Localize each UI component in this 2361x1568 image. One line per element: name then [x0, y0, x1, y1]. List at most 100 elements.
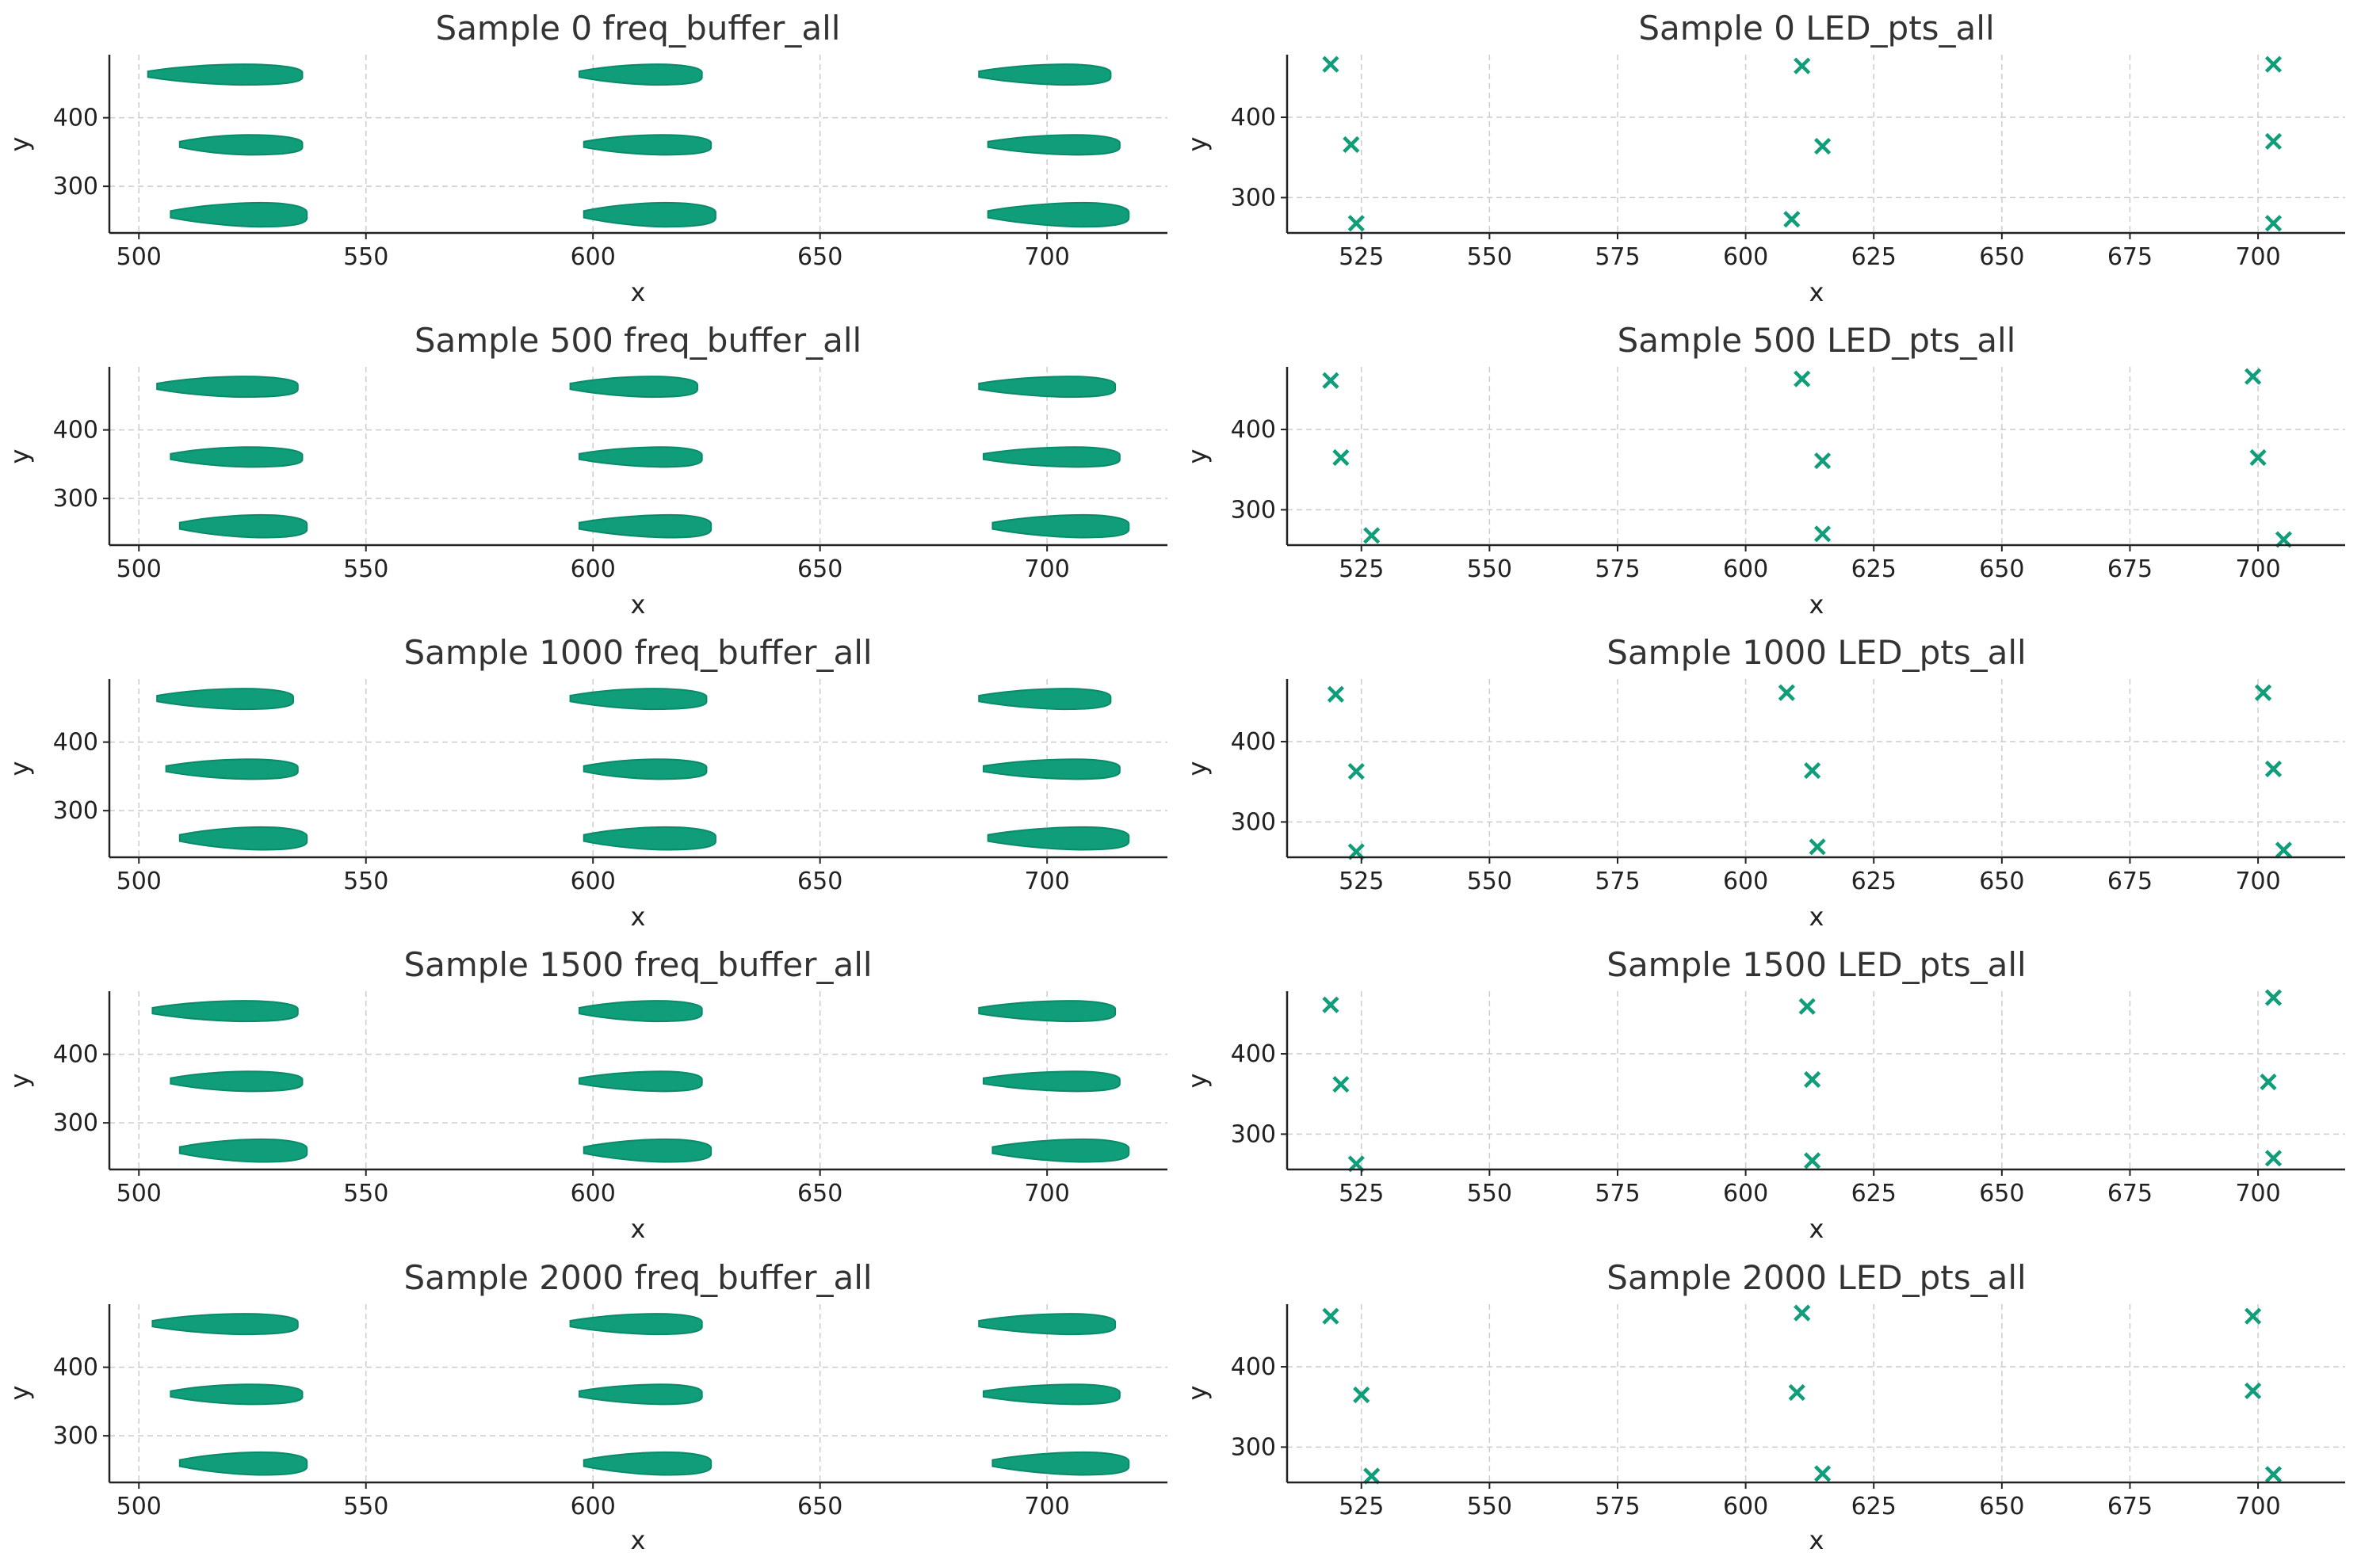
led-point-marker	[1778, 684, 1795, 701]
led-point-marker	[1322, 55, 1339, 73]
x-tick-label: 650	[1979, 243, 2024, 271]
subplot-sample-1500-freq-buffer: 500 550 600 650 700 300 400 Sample 1500 freq_b…	[5, 945, 1167, 1244]
led-point-marker	[2264, 1150, 2283, 1167]
y-axis-label: y	[5, 761, 35, 776]
led-point-marker	[1813, 137, 1832, 155]
point-cluster	[583, 1451, 713, 1476]
x-tick-label: 650	[1979, 868, 2024, 895]
point-cluster	[178, 134, 304, 156]
y-axis-label: y	[5, 1386, 35, 1401]
y-axis-label: y	[1182, 1386, 1213, 1401]
led-point-marker	[1798, 998, 1816, 1015]
y-axis-label: y	[1182, 1074, 1213, 1089]
subplot-sample-500-freq-buffer: 500 550 600 650 700 300 400 Sample 500 freq_bu…	[5, 321, 1167, 620]
x-tick-label: 650	[797, 868, 842, 895]
point-cluster	[170, 446, 304, 468]
x-tick-label: 550	[343, 1180, 388, 1207]
x-tick-label: 600	[571, 868, 616, 895]
point-cluster	[978, 376, 1117, 399]
led-point-marker	[2249, 448, 2267, 467]
plot-marks: 500 550 600 650 700 300 400	[53, 991, 1167, 1207]
y-tick-label: 300	[53, 173, 98, 200]
chart-title: Sample 500 LED_pts_all	[1618, 321, 2016, 360]
x-axis-label: x	[1809, 1525, 1824, 1555]
x-tick-label: 500	[117, 868, 162, 895]
chart-title: Sample 1500 LED_pts_all	[1606, 945, 2026, 984]
point-cluster	[978, 1313, 1117, 1336]
x-tick-label: 700	[2235, 868, 2280, 895]
led-point-marker	[1813, 1465, 1832, 1482]
led-point-marker	[2275, 841, 2293, 859]
point-cluster	[991, 1138, 1130, 1163]
chart-title: Sample 1500 freq_buffer_all	[403, 945, 872, 984]
y-tick-label: 300	[1231, 1433, 1276, 1461]
point-cluster	[579, 446, 703, 468]
led-point-marker	[2244, 368, 2262, 385]
point-cluster	[569, 1313, 703, 1336]
led-point-marker	[1813, 525, 1832, 543]
x-tick-label: 575	[1595, 1180, 1640, 1207]
y-axis-label: y	[1182, 761, 1213, 776]
plot-marks: 525 550 575 600 625 650 675 700 300 400	[1231, 367, 2345, 583]
x-tick-label: 550	[1467, 868, 1512, 895]
x-tick-label: 650	[797, 1493, 842, 1520]
point-cluster	[583, 134, 713, 156]
led-point-marker	[2264, 215, 2283, 232]
x-tick-label: 625	[1851, 868, 1897, 895]
x-tick-label: 575	[1595, 243, 1640, 271]
x-tick-label: 575	[1595, 868, 1640, 895]
chart-title: Sample 2000 freq_buffer_all	[403, 1258, 872, 1297]
led-point-marker	[2264, 760, 2283, 778]
x-tick-label: 700	[1025, 243, 1070, 271]
point-cluster	[579, 63, 703, 86]
x-tick-label: 675	[2107, 1180, 2153, 1207]
y-tick-label: 400	[1231, 1040, 1276, 1068]
subplot-sample-0-led-pts: 525 550 575 600 625 650 675 700 300 400 Sample 0 …	[1182, 9, 2345, 307]
led-point-marker	[2254, 684, 2272, 701]
x-tick-label: 675	[2107, 243, 2153, 271]
x-tick-label: 600	[1723, 868, 1768, 895]
y-tick-label: 400	[53, 729, 98, 757]
point-cluster	[579, 1070, 703, 1093]
led-point-marker	[1332, 448, 1350, 467]
y-axis-label: y	[1182, 137, 1213, 152]
x-tick-label: 600	[571, 1493, 616, 1520]
subplot-sample-2000-freq-buffer: 500 550 600 650 700 300 400 Sample 2000 freq_b…	[5, 1258, 1167, 1555]
plot-marks: 525 550 575 600 625 650 675 700 300 400	[1231, 679, 2345, 895]
plot-marks: 525 550 575 600 625 650 675 700 300 400	[1231, 1304, 2345, 1520]
x-tick-label: 600	[1723, 1180, 1768, 1207]
y-tick-label: 400	[1231, 104, 1276, 132]
point-cluster	[579, 1383, 703, 1406]
x-tick-label: 525	[1339, 1180, 1384, 1207]
x-tick-label: 550	[343, 868, 388, 895]
x-tick-label: 600	[571, 555, 616, 583]
x-tick-label: 650	[797, 1180, 842, 1207]
led-point-marker	[1363, 527, 1381, 544]
x-tick-label: 550	[343, 243, 388, 271]
y-tick-label: 400	[53, 1041, 98, 1069]
y-tick-label: 300	[53, 797, 98, 825]
point-cluster	[156, 376, 299, 399]
y-tick-label: 300	[53, 1422, 98, 1450]
plot-marks: 500 550 600 650 700 300 400	[53, 1304, 1167, 1520]
plot-marks: 525 550 575 600 625 650 675 700 300 400	[1231, 55, 2345, 271]
point-cluster	[579, 1000, 703, 1023]
subplot-sample-1000-led-pts: 525 550 575 600 625 650 675 700 300 400 Sample 10…	[1182, 633, 2345, 932]
x-axis-label: x	[631, 589, 646, 620]
x-tick-label: 625	[1851, 243, 1897, 271]
led-point-marker	[1804, 1070, 1821, 1089]
point-cluster	[147, 63, 304, 86]
led-point-marker	[1353, 1386, 1370, 1404]
x-tick-label: 625	[1851, 1180, 1897, 1207]
y-tick-label: 300	[1231, 1120, 1276, 1148]
point-cluster	[978, 688, 1112, 711]
led-point-marker	[1794, 1304, 1811, 1322]
x-tick-label: 525	[1339, 1493, 1384, 1520]
x-axis-label: x	[1809, 277, 1824, 307]
subplot-sample-1500-led-pts: 525 550 575 600 625 650 675 700 300 400 Sample 15…	[1182, 945, 2345, 1244]
point-cluster	[991, 513, 1130, 539]
chart-title: Sample 0 freq_buffer_all	[436, 9, 841, 48]
led-point-marker	[2264, 55, 2283, 73]
x-tick-label: 575	[1595, 555, 1640, 583]
